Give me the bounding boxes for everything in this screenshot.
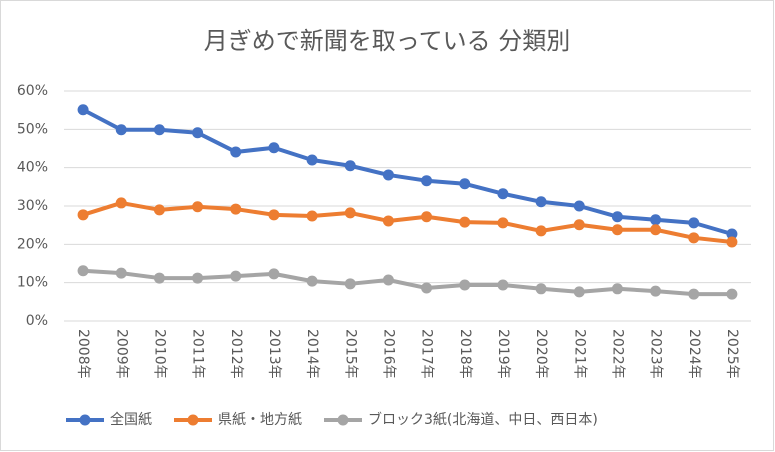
y-tick-label: 10% bbox=[17, 275, 48, 291]
y-tick-label: 40% bbox=[17, 160, 48, 176]
point bbox=[306, 275, 318, 287]
point bbox=[306, 210, 318, 222]
point bbox=[192, 272, 204, 284]
x-tick-label: 2010年 bbox=[151, 329, 167, 379]
legend-item: 県紙・地方紙 bbox=[174, 412, 302, 428]
x-tick-label: 2023年 bbox=[648, 329, 664, 379]
point bbox=[77, 265, 89, 277]
y-tick-label: 0% bbox=[26, 313, 48, 329]
legend-marker bbox=[79, 414, 91, 426]
legend-marker bbox=[187, 414, 199, 426]
point bbox=[688, 232, 700, 244]
point bbox=[115, 267, 127, 279]
point bbox=[726, 236, 738, 248]
x-tick-label: 2017年 bbox=[419, 329, 435, 379]
point bbox=[726, 228, 738, 240]
series-line bbox=[82, 200, 733, 245]
legend-marker bbox=[337, 414, 349, 426]
point bbox=[115, 197, 127, 209]
point bbox=[573, 200, 585, 212]
point bbox=[230, 203, 242, 215]
point bbox=[192, 127, 204, 139]
point bbox=[497, 217, 509, 229]
x-tick-label: 2014年 bbox=[304, 329, 320, 379]
y-tick-label: 30% bbox=[17, 198, 48, 214]
x-tick-label: 2013年 bbox=[266, 329, 282, 379]
x-tick-label: 2011年 bbox=[190, 329, 206, 379]
point bbox=[459, 279, 471, 291]
point bbox=[382, 169, 394, 181]
point bbox=[535, 225, 547, 237]
point bbox=[344, 207, 356, 219]
y-tick-label: 20% bbox=[17, 236, 48, 252]
y-tick-label: 60% bbox=[17, 83, 48, 99]
point bbox=[611, 224, 623, 236]
point bbox=[497, 188, 509, 200]
point bbox=[611, 211, 623, 223]
point bbox=[153, 204, 165, 216]
point bbox=[573, 286, 585, 298]
point bbox=[153, 272, 165, 284]
point bbox=[344, 278, 356, 290]
point bbox=[230, 146, 242, 158]
point bbox=[268, 142, 280, 154]
x-tick-label: 2021年 bbox=[571, 329, 587, 379]
point bbox=[688, 217, 700, 229]
x-tick-label: 2015年 bbox=[342, 329, 358, 379]
point bbox=[650, 224, 662, 236]
point bbox=[459, 216, 471, 228]
legend-item: 全国紙 bbox=[66, 411, 152, 428]
point bbox=[268, 268, 280, 280]
point bbox=[421, 282, 433, 294]
x-tick-label: 2009年 bbox=[113, 329, 129, 379]
x-tick-label: 2016年 bbox=[380, 329, 396, 379]
point bbox=[382, 215, 394, 227]
x-tick-label: 2012年 bbox=[228, 329, 244, 379]
x-tick-label: 2008年 bbox=[75, 329, 91, 379]
legend-item: ブロック3紙(北海道、中日、西日本) bbox=[324, 411, 598, 428]
x-tick-label: 2018年 bbox=[457, 329, 473, 379]
chart-title: 月ぎめで新聞を取っている 分類別 bbox=[204, 27, 570, 55]
x-tick-label: 2022年 bbox=[609, 329, 625, 379]
point bbox=[421, 175, 433, 187]
point bbox=[459, 178, 471, 190]
legend-label: 全国紙 bbox=[110, 411, 152, 428]
point bbox=[344, 160, 356, 172]
x-tick-label: 2019年 bbox=[495, 329, 511, 379]
series-line bbox=[82, 268, 732, 297]
point bbox=[115, 124, 127, 136]
point bbox=[192, 201, 204, 213]
point bbox=[77, 104, 89, 116]
legend-label: 県紙・地方紙 bbox=[218, 412, 302, 428]
point bbox=[306, 154, 318, 166]
x-tick-label: 2024年 bbox=[686, 329, 702, 379]
point bbox=[77, 209, 89, 221]
point bbox=[650, 285, 662, 297]
point bbox=[421, 211, 433, 223]
point bbox=[650, 214, 662, 226]
legend-label: ブロック3紙(北海道、中日、西日本) bbox=[368, 411, 598, 428]
x-tick-label: 2025年 bbox=[724, 329, 740, 379]
y-tick-label: 50% bbox=[17, 121, 48, 137]
point bbox=[382, 274, 394, 286]
point bbox=[611, 283, 623, 295]
point bbox=[535, 283, 547, 295]
point bbox=[688, 288, 700, 300]
series-line bbox=[82, 108, 733, 236]
point bbox=[497, 279, 509, 291]
point bbox=[153, 124, 165, 136]
point bbox=[573, 219, 585, 231]
point bbox=[268, 209, 280, 221]
point bbox=[535, 196, 547, 208]
x-tick-label: 2020年 bbox=[533, 329, 549, 379]
point bbox=[230, 270, 242, 282]
point bbox=[726, 288, 738, 300]
